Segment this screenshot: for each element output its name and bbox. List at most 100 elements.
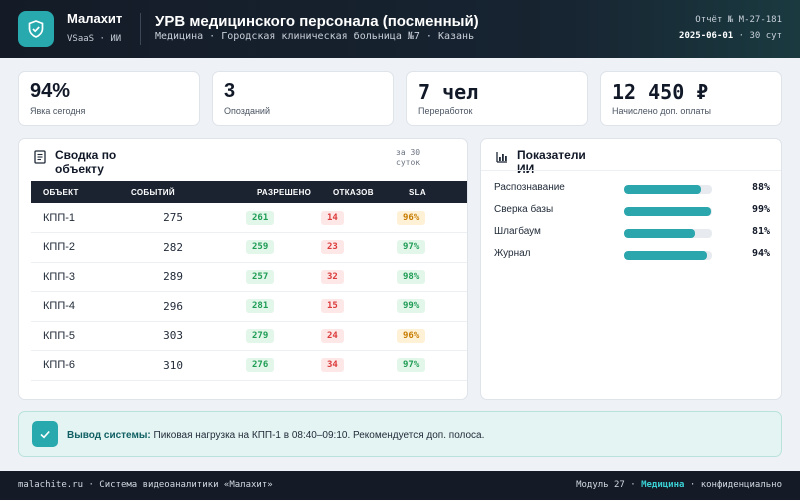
cell-sla: 96% bbox=[397, 203, 467, 233]
kpi-overtime: 7 чел Переработок bbox=[406, 71, 588, 126]
app-header: Малахит VSaaS · ИИ УРВ медицинского перс… bbox=[0, 0, 800, 58]
notice-label: Вывод системы: bbox=[67, 430, 151, 441]
cell-events: 282 bbox=[119, 232, 219, 263]
denied-badge: 34 bbox=[321, 358, 344, 373]
cell-denied: 24 bbox=[321, 321, 397, 351]
sla-badge: 97% bbox=[397, 240, 426, 255]
table-row[interactable]: КПП-3 289 257 32 98% bbox=[31, 262, 467, 292]
footer-left: malachite.ru · Система видеоаналитики «М… bbox=[18, 480, 273, 490]
notice-body: Пиковая нагрузка на КПП-1 в 08:40–09:10.… bbox=[153, 430, 485, 441]
header-divider bbox=[140, 13, 141, 45]
kpi-attendance: 94% Явка сегодня bbox=[18, 71, 200, 126]
kpi-late: 3 Опозданий bbox=[212, 71, 394, 126]
footer-module: Модуль 27 · bbox=[576, 480, 636, 490]
sla-badge: 96% bbox=[397, 328, 426, 343]
summary-period: за 30 суток bbox=[396, 148, 421, 167]
cell-allowed: 276 bbox=[219, 350, 321, 381]
footer-domain: Медицина bbox=[641, 480, 685, 490]
summary-title: Сводка по объекту bbox=[55, 148, 117, 176]
ai-metric-row: Распознавание 88% bbox=[494, 182, 770, 196]
kpi-label: Начислено доп. оплаты bbox=[612, 106, 711, 116]
ai-metric-row: Шлагбаум 81% bbox=[494, 226, 770, 240]
table-row[interactable]: КПП-6 310 276 34 97% bbox=[31, 350, 467, 381]
report-period: · 30 сут bbox=[738, 31, 782, 41]
denied-badge: 24 bbox=[321, 328, 344, 343]
ai-metrics-card: Показатели ИИ Распознавание 88% Сверка баз… bbox=[480, 138, 782, 400]
metric-bar-fill bbox=[624, 207, 712, 216]
cell-denied: 15 bbox=[321, 291, 397, 322]
cell-object: КПП-6 bbox=[31, 350, 119, 381]
metric-bar-fill bbox=[624, 185, 702, 194]
summary-table: ОБЪЕКТ СОБЫТИЙ РАЗРЕШЕНО ОТКАЗОВ SLA КПП… bbox=[31, 181, 467, 381]
cell-denied: 14 bbox=[321, 203, 397, 233]
cell-object: КПП-5 bbox=[31, 321, 119, 351]
cell-events: 303 bbox=[119, 321, 219, 351]
cell-object: КПП-2 bbox=[31, 232, 119, 263]
brand-name: Малахит bbox=[67, 11, 123, 26]
bar-chart-icon bbox=[496, 150, 508, 168]
allowed-badge: 257 bbox=[246, 269, 275, 284]
brand-subtitle: VSaaS · ИИ bbox=[67, 34, 122, 44]
page-title: УРВ медицинского персонала (посменный) bbox=[155, 13, 479, 30]
metric-value: 81% bbox=[751, 226, 770, 237]
cell-allowed: 281 bbox=[219, 291, 321, 322]
sla-badge: 96% bbox=[397, 210, 426, 225]
metric-bar-track bbox=[624, 229, 712, 238]
card-divider bbox=[481, 170, 781, 171]
kpi-extra-pay: 12 450 ₽ Начислено доп. оплаты bbox=[600, 71, 782, 126]
cell-sla: 98% bbox=[397, 262, 467, 292]
allowed-badge: 279 bbox=[246, 328, 275, 343]
footer-conf: · конфиденциально bbox=[689, 480, 782, 490]
kpi-label: Опозданий bbox=[224, 106, 270, 116]
ai-metric-row: Журнал 94% bbox=[494, 248, 770, 262]
allowed-badge: 261 bbox=[246, 210, 275, 225]
metric-label: Сверка базы bbox=[494, 204, 554, 215]
report-date-period: 2025-06-01 · 30 сут bbox=[662, 29, 782, 43]
denied-badge: 32 bbox=[321, 269, 344, 284]
sla-badge: 97% bbox=[397, 358, 426, 373]
summary-card: Сводка по объекту за 30 суток ОБЪЕКТ СОБ… bbox=[18, 138, 468, 400]
metric-bar-fill bbox=[624, 229, 696, 238]
cell-sla: 97% bbox=[397, 232, 467, 263]
allowed-badge: 276 bbox=[246, 358, 275, 373]
metric-bar-track bbox=[624, 251, 712, 260]
cell-denied: 32 bbox=[321, 262, 397, 292]
kpi-value: 12 450 ₽ bbox=[612, 80, 709, 104]
column-header: СОБЫТИЙ bbox=[131, 187, 175, 197]
kpi-value: 94% bbox=[30, 80, 71, 102]
metric-value: 94% bbox=[751, 248, 770, 259]
cell-allowed: 257 bbox=[219, 262, 321, 292]
allowed-badge: 281 bbox=[246, 299, 275, 314]
cell-sla: 97% bbox=[397, 350, 467, 381]
column-header: ОБЪЕКТ bbox=[43, 187, 79, 197]
denied-badge: 23 bbox=[321, 240, 344, 255]
cell-denied: 23 bbox=[321, 232, 397, 263]
sla-badge: 99% bbox=[397, 299, 426, 314]
denied-badge: 15 bbox=[321, 299, 344, 314]
metric-bar-track bbox=[624, 207, 712, 216]
kpi-value: 3 bbox=[224, 80, 236, 102]
footer: malachite.ru · Система видеоаналитики «М… bbox=[0, 471, 800, 500]
ai-metrics-title: Показатели ИИ bbox=[517, 148, 586, 176]
metric-bar-track bbox=[624, 185, 712, 194]
notice-text: Вывод системы: Пиковая нагрузка на КПП-1… bbox=[67, 429, 487, 442]
allowed-badge: 259 bbox=[246, 240, 275, 255]
report-id: Отчёт № М-27-181 bbox=[695, 15, 782, 25]
cell-denied: 34 bbox=[321, 350, 397, 381]
table-row[interactable]: КПП-5 303 279 24 96% bbox=[31, 321, 467, 351]
sla-badge: 98% bbox=[397, 269, 426, 284]
table-row[interactable]: КПП-1 275 261 14 96% bbox=[31, 203, 467, 233]
metric-value: 99% bbox=[751, 204, 770, 215]
kpi-label: Переработок bbox=[418, 106, 473, 116]
column-header: SLA bbox=[409, 187, 426, 197]
table-row[interactable]: КПП-4 296 281 15 99% bbox=[31, 291, 467, 322]
cell-allowed: 279 bbox=[219, 321, 321, 351]
metric-bar-fill bbox=[624, 251, 707, 260]
system-conclusion: Вывод системы: Пиковая нагрузка на КПП-1… bbox=[18, 411, 782, 457]
table-row[interactable]: КПП-2 282 259 23 97% bbox=[31, 232, 467, 263]
shield-logo-icon[interactable] bbox=[18, 11, 54, 47]
cell-object: КПП-3 bbox=[31, 262, 119, 292]
metric-value: 88% bbox=[751, 182, 770, 193]
column-header: РАЗРЕШЕНО bbox=[257, 187, 312, 197]
metric-label: Журнал bbox=[494, 248, 531, 259]
